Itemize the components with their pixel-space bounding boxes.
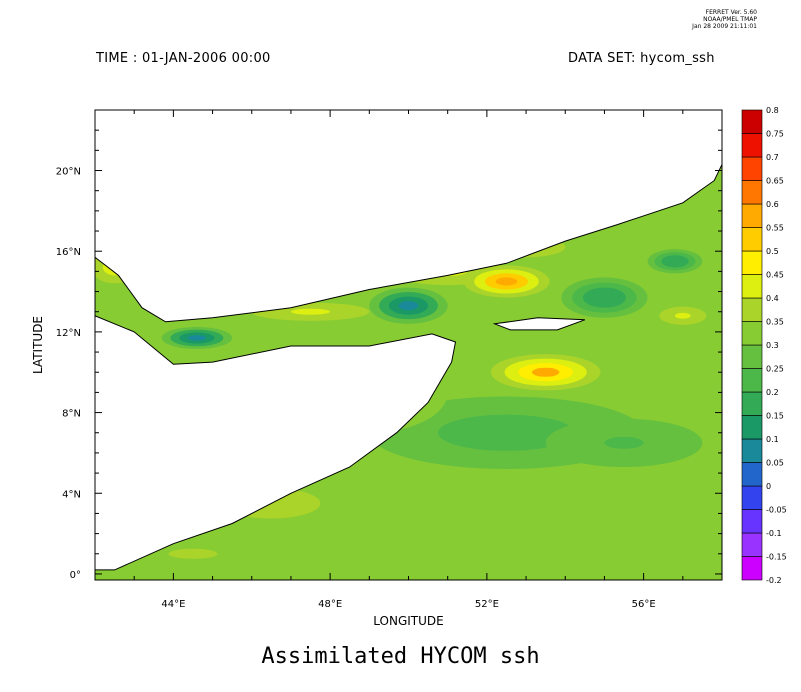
colorbar-swatch [741,133,763,158]
colorbar-label: -0.05 [766,506,787,515]
colorbar-swatch [741,203,763,228]
colorbar-label: 0.35 [766,318,784,327]
colorbar-swatch [741,438,763,463]
colorbar-swatch [741,297,763,322]
x-tick-label: 56°E [632,599,656,610]
field-contour [398,301,419,311]
x-tick-label: 52°E [475,599,499,610]
colorbar-swatch [741,462,763,487]
colorbar-label: 0.75 [766,130,784,139]
colorbar-swatch [741,391,763,416]
colorbar-label: 0.8 [766,106,779,115]
field-contour [188,335,206,341]
colorbar-label: 0.7 [766,153,779,162]
field-contour [593,292,616,303]
colorbar-swatch [741,344,763,369]
ferret-line-2: NOAA/PMEL TMAP [703,16,757,23]
field-contour [604,436,644,449]
field-feature [647,249,703,274]
y-tick-label: 0° [70,570,81,581]
x-tick-label: 44°E [161,599,185,610]
y-tick-label: 8°N [62,409,81,420]
field-contour [668,258,682,265]
ferret-line-1: FERRET Ver. 5.60 [705,9,757,16]
field-contour [168,548,218,559]
colorbar-swatch [741,556,763,581]
axes: 44°E 48°E 52°E 56°E 0° 4°N 8°N 12°N 16°N 20°N LONG… [31,109,723,628]
somalia-land [95,315,457,571]
colorbar-swatch [741,415,763,440]
x-axis-label: LONGITUDE [373,614,443,628]
y-tick-label: 16°N [56,247,81,258]
colorbar-label: 0.15 [766,412,784,421]
field-contour [674,312,691,319]
colorbar-label: 0.1 [766,435,779,444]
colorbar-label: 0.5 [766,247,779,256]
time-label: TIME : 01-JAN-2006 00:00 [96,51,271,66]
colorbar-label: -0.2 [766,576,782,585]
colorbar-label: 0.6 [766,200,779,209]
colorbar-swatch [741,321,763,346]
y-tick-label: 4°N [62,489,81,500]
field-feature [651,303,715,328]
dataset-label: DATA SET: hycom_ssh [568,51,715,66]
colorbar-swatch [741,509,763,534]
arabia-land [95,110,722,323]
colorbar-label: 0.55 [766,224,784,233]
colorbar-label: 0.65 [766,177,784,186]
colorbar-swatch [741,368,763,393]
field-contour [495,277,518,286]
field-contour [290,308,331,315]
colorbar-swatch [741,156,763,181]
colorbar-swatch [741,532,763,557]
field-contour [472,423,541,442]
ferret-line-3: Jan 28 2009 21:11:01 [692,23,757,30]
field-feature [161,326,233,350]
y-tick-label: 20°N [56,167,81,178]
colorbar-swatch [741,227,763,252]
colorbar-swatch [741,250,763,275]
colorbar-label: 0.4 [766,294,779,303]
field-feature [490,354,601,391]
chart-title: Assimilated HYCOM ssh [261,644,540,669]
field-feature [561,277,648,318]
field-feature [545,418,703,468]
colorbar-label: 0.05 [766,459,784,468]
field-feature [369,287,448,324]
colorbar-swatch [741,109,763,134]
field-feature [463,265,550,298]
colorbar-swatch [741,274,763,299]
colorbar-label: -0.1 [766,529,782,538]
colorbar: -0.2 -0.15 -0.1 -0.05 0 0.05 0.1 0.15 0.2 0.25 0.3… [741,106,787,585]
colorbar-label: 0.45 [766,271,784,280]
colorbar-swatch [741,485,763,510]
colorbar-label: 0.3 [766,341,779,350]
socotra-island [492,317,585,331]
x-tick-label: 48°E [318,599,342,610]
y-tick-label: 12°N [56,328,81,339]
y-axis-label: LATITUDE [31,316,45,374]
colorbar-label: 0.2 [766,388,779,397]
field-contour [531,367,560,377]
ssh-field [95,110,722,580]
colorbar-label: -0.15 [766,553,787,562]
colorbar-label: 0 [766,482,771,491]
colorbar-label: 0.25 [766,365,784,374]
colorbar-swatch [741,180,763,205]
